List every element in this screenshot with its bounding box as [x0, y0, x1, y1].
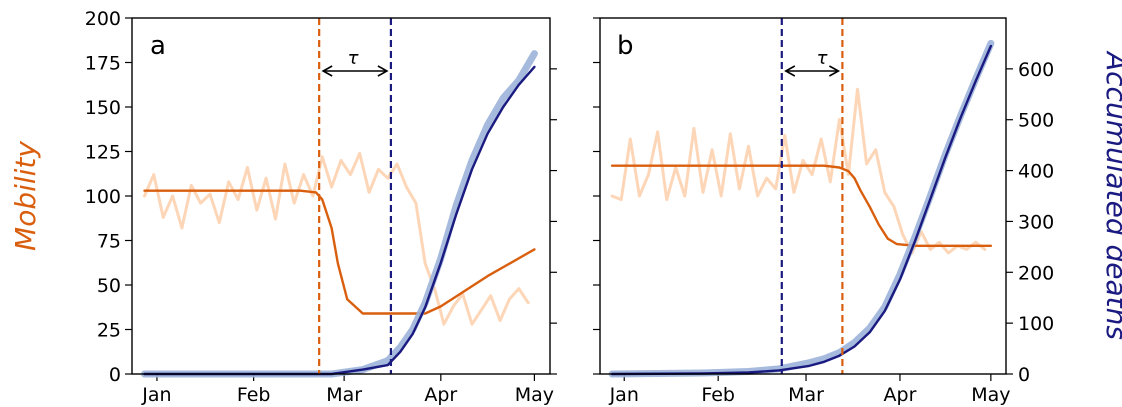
tau-arrow-right-head — [377, 65, 389, 77]
panel-a-series — [141, 50, 538, 378]
series-line — [143, 151, 530, 326]
y-right-tick-label: 300 — [1018, 211, 1054, 233]
x-tick-label: May — [515, 384, 554, 406]
tau-arrow-right-head — [828, 65, 841, 77]
y-left-tick-label: 125 — [85, 142, 121, 164]
series-line — [143, 189, 536, 315]
panel-b-tau: τ — [817, 48, 828, 69]
y-left-title: Mobility — [9, 141, 42, 251]
panel-b-label: b — [617, 31, 634, 61]
series-line — [608, 39, 995, 378]
series-line — [610, 44, 993, 376]
y-left-tick-label: 50 — [97, 275, 121, 297]
x-tick-label: Apr — [884, 384, 917, 406]
series-line — [141, 50, 538, 378]
y-left-tick-label: 0 — [109, 364, 121, 386]
x-tick-label: Jan — [141, 384, 171, 406]
series-line — [610, 87, 987, 255]
x-tick-label: Apr — [424, 384, 457, 406]
panel-a-label: a — [150, 31, 166, 61]
y-right-tick-label: 600 — [1018, 59, 1054, 81]
y-right-tick-label: 500 — [1018, 110, 1054, 132]
x-tick-label: Jan — [609, 384, 639, 406]
series-line — [610, 164, 993, 248]
panel-a-frame — [131, 17, 551, 375]
series-line — [143, 65, 536, 376]
y-left-tick-label: 100 — [85, 186, 121, 208]
y-left-tick-label: 150 — [85, 97, 121, 119]
panel-b: Jan Feb Mar Apr May 0 100 200 300 400 500 600 b τ — [593, 17, 1054, 406]
panel-b-series — [608, 39, 995, 378]
y-right-tick-label: 100 — [1018, 313, 1054, 335]
y-right-tick-label: 400 — [1018, 161, 1054, 183]
panel-a-tau: τ — [348, 48, 359, 69]
x-tick-label: Mar — [788, 384, 824, 406]
x-tick-label: May — [971, 384, 1010, 406]
y-left-tick-label: 200 — [85, 8, 121, 30]
y-right-tick-label: 200 — [1018, 262, 1054, 284]
y-right-tick-label: 0 — [1018, 364, 1030, 386]
panel-b-markers — [780, 18, 844, 374]
panel-a-markers — [318, 18, 393, 374]
tau-arrow-left-head — [321, 65, 333, 77]
y-left-tick-label: 175 — [85, 53, 121, 75]
y-left-tick-label: 25 — [97, 320, 121, 342]
y-right-title: Accumulated deaths — [1100, 50, 1122, 340]
panel-a-ticks: Jan Feb Mar Apr May 0 25 50 75 100 125 150 175 200 — [85, 8, 557, 406]
x-tick-label: Feb — [237, 384, 271, 406]
panel-b-frame — [599, 17, 1007, 375]
panel-b-ticks: Jan Feb Mar Apr May 0 100 200 300 400 500 600 — [593, 17, 1054, 406]
y-left-tick-label: 75 — [97, 231, 121, 253]
x-tick-label: Mar — [326, 384, 362, 406]
x-tick-label: Feb — [701, 384, 735, 406]
tau-arrow-left-head — [784, 65, 796, 77]
